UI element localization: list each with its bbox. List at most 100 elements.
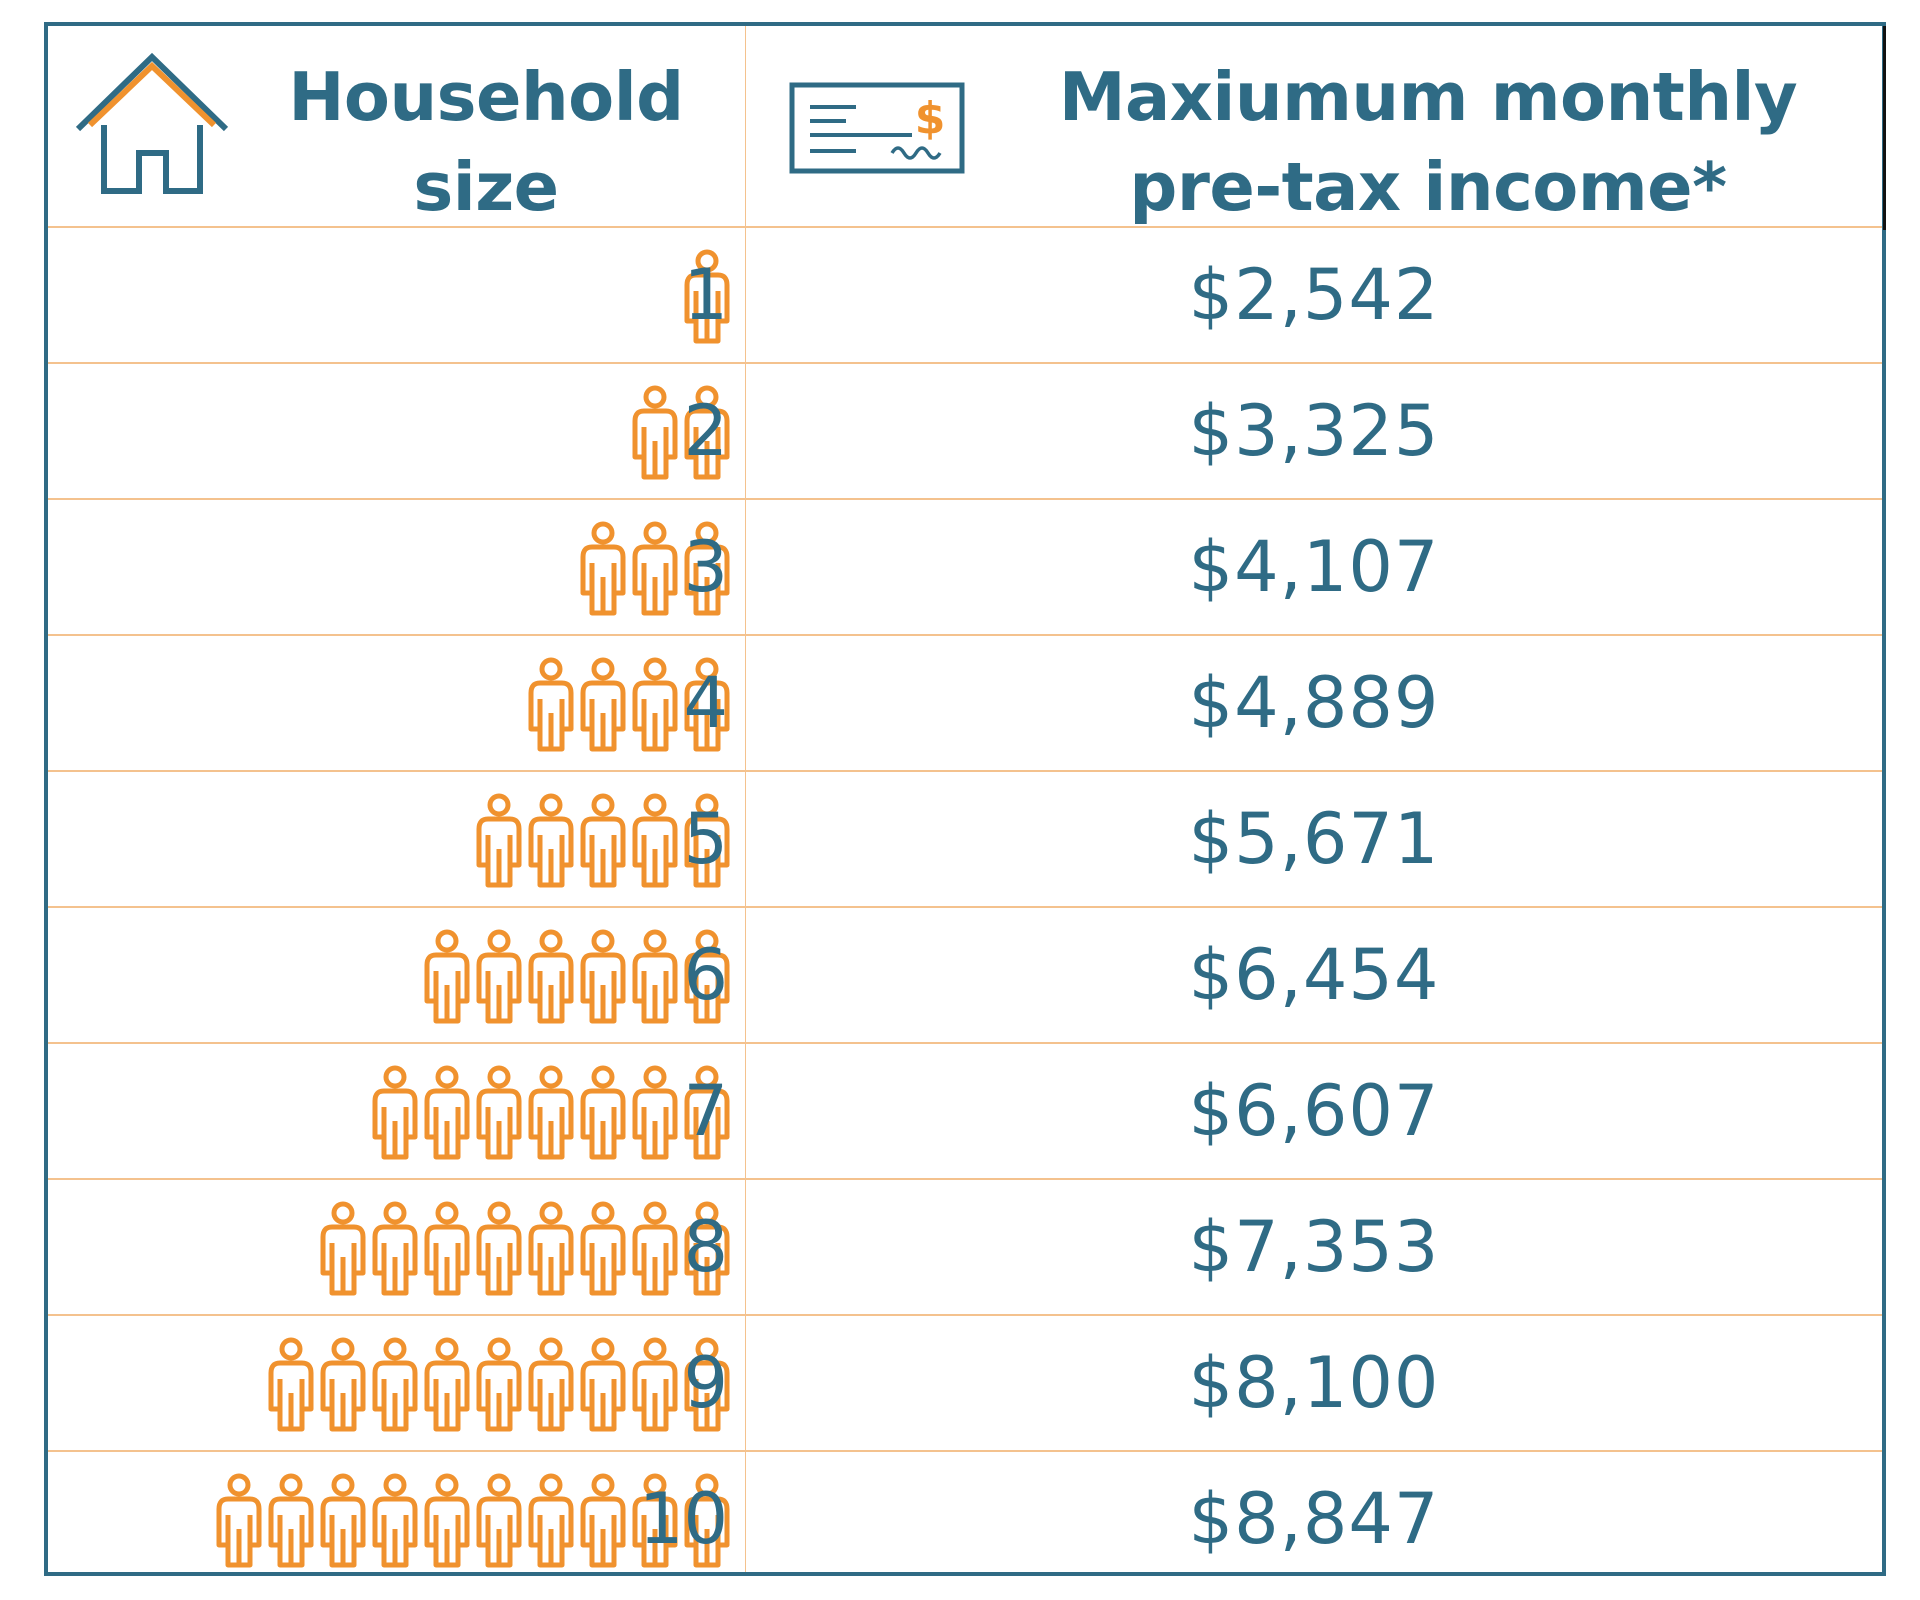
max-income-heading: Maxiumum monthly pre-tax income* [968, 52, 1888, 232]
household-size-value: 3 [683, 526, 728, 608]
person-icon [476, 1473, 522, 1568]
person-icon [684, 793, 730, 888]
heading-line: pre-tax income* [1129, 148, 1727, 226]
person-icon [580, 1065, 626, 1160]
people-icons [578, 521, 732, 617]
person-icon [684, 1337, 730, 1432]
table-row: 1 $2,542 [48, 228, 1882, 364]
house-icon [75, 52, 229, 194]
person-icon [372, 1201, 418, 1296]
person-icon [476, 793, 522, 888]
person-icon [580, 657, 626, 752]
household-size-value: 9 [683, 1342, 728, 1424]
person-icon [684, 1201, 730, 1296]
person-icon [268, 1337, 314, 1432]
person-icon [268, 1473, 314, 1568]
table-row: 10 $8,847 [48, 1452, 1882, 1588]
heading-line: Household [288, 58, 684, 136]
person-icon [424, 929, 470, 1024]
person-icon [528, 657, 574, 752]
household-size-value: 2 [683, 390, 728, 472]
household-size-value: 5 [683, 798, 728, 880]
heading-line: size [413, 148, 559, 226]
person-icon [528, 793, 574, 888]
person-icon [372, 1337, 418, 1432]
income-value: $6,607 [1188, 1070, 1440, 1152]
table-row: 6 $6,454 [48, 908, 1882, 1044]
person-icon [580, 1473, 626, 1568]
person-icon [372, 1065, 418, 1160]
people-icons [526, 657, 732, 753]
person-icon [632, 1201, 678, 1296]
table-row: 9 $8,100 [48, 1316, 1882, 1452]
person-icon [528, 1201, 574, 1296]
people-icons [370, 1065, 732, 1161]
income-value: $4,889 [1188, 662, 1440, 744]
person-icon [320, 1473, 366, 1568]
household-size-heading: Household size [234, 52, 738, 232]
svg-text:$: $ [915, 93, 946, 144]
income-value: $7,353 [1188, 1206, 1440, 1288]
person-icon [580, 929, 626, 1024]
header-edge-line [1883, 26, 1886, 230]
person-icon [372, 1473, 418, 1568]
person-icon [528, 1065, 574, 1160]
person-icon [424, 1473, 470, 1568]
people-icons [266, 1337, 732, 1433]
people-icons [474, 793, 732, 889]
person-icon [632, 929, 678, 1024]
column-divider [745, 26, 746, 1572]
person-icon [476, 929, 522, 1024]
person-icon [476, 1065, 522, 1160]
table-row: 4 $4,889 [48, 636, 1882, 772]
person-icon [580, 1337, 626, 1432]
household-size-value: 1 [683, 254, 728, 336]
household-size-value: 10 [638, 1478, 728, 1560]
household-size-value: 8 [683, 1206, 728, 1288]
people-icons [630, 385, 732, 481]
people-icons [682, 249, 732, 345]
person-icon [632, 1337, 678, 1432]
household-size-value: 4 [683, 662, 728, 744]
person-icon [684, 929, 730, 1024]
person-icon [528, 929, 574, 1024]
person-icon [320, 1337, 366, 1432]
income-value: $8,100 [1188, 1342, 1440, 1424]
person-icon [632, 793, 678, 888]
person-icon [580, 793, 626, 888]
person-icon [684, 521, 730, 616]
person-icon [684, 249, 730, 344]
people-icons [318, 1201, 732, 1297]
person-icon [632, 657, 678, 752]
income-value: $8,847 [1188, 1478, 1440, 1560]
household-size-value: 6 [683, 934, 728, 1016]
person-icon [684, 1065, 730, 1160]
person-icon [424, 1337, 470, 1432]
heading-line: Maxiumum monthly [1058, 58, 1798, 136]
table-row: 2 $3,325 [48, 364, 1882, 500]
table-header: Household size $ Maxiumum monthly pre-ta… [48, 26, 1882, 228]
income-value: $6,454 [1188, 934, 1440, 1016]
person-icon [684, 1473, 730, 1568]
person-icon [476, 1201, 522, 1296]
person-icon [632, 1473, 678, 1568]
person-icon [476, 1337, 522, 1432]
income-value: $2,542 [1188, 254, 1440, 336]
income-table: Household size $ Maxiumum monthly pre-ta… [44, 22, 1886, 1576]
person-icon [424, 1201, 470, 1296]
check-icon: $ [789, 82, 965, 174]
income-value: $3,325 [1188, 390, 1440, 472]
person-icon [216, 1473, 262, 1568]
people-icons [422, 929, 732, 1025]
table-row: 5 $5,671 [48, 772, 1882, 908]
person-icon [424, 1065, 470, 1160]
table-row: 3 $4,107 [48, 500, 1882, 636]
people-icons [214, 1473, 732, 1569]
person-icon [632, 521, 678, 616]
person-icon [580, 521, 626, 616]
person-icon [580, 1201, 626, 1296]
person-icon [528, 1473, 574, 1568]
household-size-value: 7 [683, 1070, 728, 1152]
table-row: 7 $6,607 [48, 1044, 1882, 1180]
income-value: $5,671 [1188, 798, 1440, 880]
